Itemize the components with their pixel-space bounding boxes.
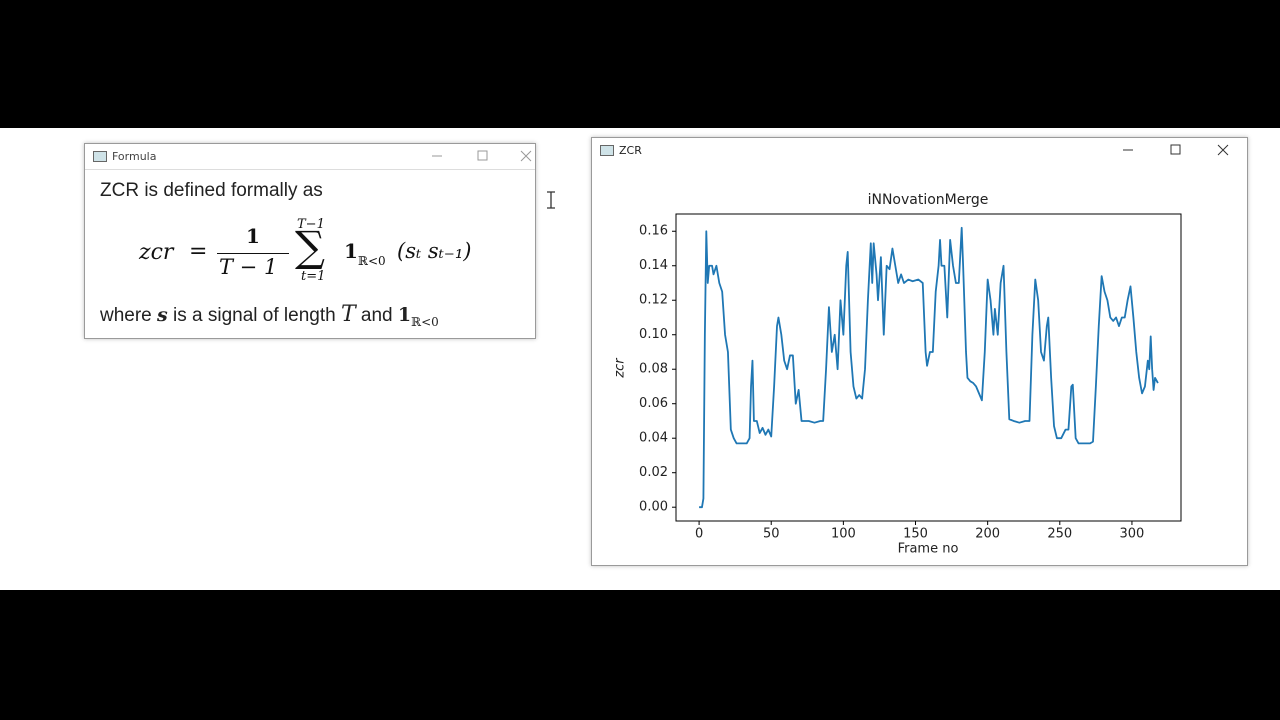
formula-footer: where s is a signal of length T and 1ℝ<0: [100, 302, 439, 329]
y-tick-label: 0.16: [639, 224, 668, 239]
divider: [85, 169, 535, 170]
footer-symbol: 1: [397, 304, 412, 326]
y-tick-label: 0.04: [639, 431, 668, 446]
text-cursor: [547, 191, 555, 209]
y-tick-label: 0.08: [639, 362, 668, 377]
x-axis-label: Frame no: [898, 542, 959, 557]
window-title: Formula: [112, 150, 157, 163]
formula-intro: ZCR is defined formally as: [100, 180, 323, 201]
window-icon: [93, 151, 107, 162]
maximize[interactable]: [1170, 144, 1181, 155]
formula-equals: =: [189, 239, 208, 264]
indicator-sub: ℝ<0: [358, 254, 386, 268]
zcr-window: ZCR iNNovationMerge Frame no zcr 0.00 0.0…: [591, 137, 1248, 566]
window-title: ZCR: [619, 144, 642, 157]
sum-upper: T−1: [297, 217, 325, 232]
footer-text: is a signal of length: [167, 305, 341, 326]
window-controls[interactable]: [405, 144, 535, 169]
sum-symbol: ∑: [295, 222, 325, 271]
x-tick-label: 50: [763, 527, 780, 542]
chart: iNNovationMerge Frame no zcr 0.00 0.02 0.0…: [613, 192, 1182, 557]
footer-text: and: [355, 305, 398, 326]
y-tick-label: 0.10: [639, 327, 668, 342]
maximize[interactable]: [477, 150, 488, 161]
formula-numerator: 1: [246, 224, 260, 248]
y-tick-label: 0.12: [639, 293, 668, 308]
title-bar: ZCR: [592, 138, 1247, 163]
footer-symbol: T: [340, 302, 356, 327]
formula-window: Formula ZCR is defined formally as zcr =…: [84, 143, 536, 339]
x-tick-label: 100: [831, 527, 856, 542]
footer-symbol: s: [157, 304, 168, 326]
y-tick-label: 0.00: [639, 500, 668, 515]
x-tick-label: 0: [695, 527, 703, 542]
fraction-bar: [217, 253, 289, 254]
x-tick-label: 250: [1047, 527, 1072, 542]
indicator: 1: [344, 239, 358, 263]
sum-lower: t=1: [301, 269, 326, 284]
x-tick-label: 300: [1120, 527, 1145, 542]
y-axis-label: zcr: [613, 357, 628, 379]
data-line: [699, 226, 1159, 509]
title-bar: Formula: [85, 144, 535, 169]
formula-denominator: T − 1: [219, 255, 278, 279]
close[interactable]: [1217, 144, 1229, 156]
y-tick-label: 0.14: [639, 258, 668, 273]
x-tick-label: 200: [975, 527, 1000, 542]
x-tick-label: 150: [903, 527, 928, 542]
plot-frame: [675, 213, 1182, 522]
footer-text: where: [100, 305, 158, 326]
window-icon: [600, 145, 614, 156]
y-tick-label: 0.06: [639, 396, 668, 411]
window-controls[interactable]: [1097, 138, 1247, 163]
footer-subscript: ℝ<0: [411, 314, 439, 329]
formula-argument: (sₜ sₜ₋₁): [397, 239, 472, 263]
close[interactable]: [520, 150, 532, 162]
formula-lhs: zcr: [139, 240, 174, 265]
y-tick-label: 0.02: [639, 465, 668, 480]
chart-title: iNNovationMerge: [868, 192, 989, 208]
